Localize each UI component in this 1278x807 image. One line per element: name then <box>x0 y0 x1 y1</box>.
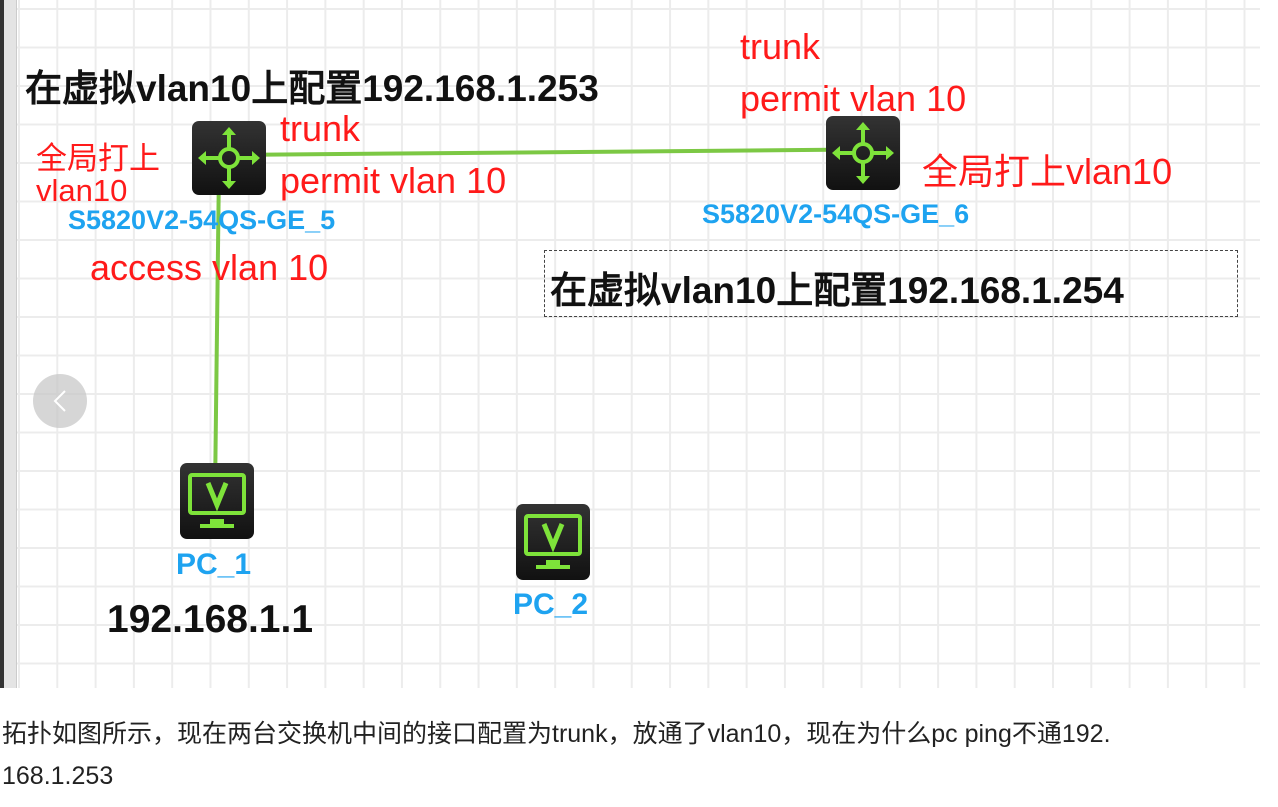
previous-button[interactable] <box>33 374 87 428</box>
annotation-sw6-trunk-2: permit vlan 10 <box>740 78 967 119</box>
pc-icon <box>524 514 582 569</box>
annotation-sw5-vlanif: 在虚拟vlan10上配置192.168.1.253 <box>25 68 599 109</box>
annotation-sw5-trunk-1: trunk <box>280 108 361 149</box>
question-text-line1: 拓扑如图所示，现在两台交换机中间的接口配置为trunk，放通了vlan10，现在… <box>2 720 1111 748</box>
switch-sw6[interactable] <box>826 116 900 190</box>
switch-icon <box>832 122 894 184</box>
switch-sw5[interactable] <box>192 121 266 195</box>
device-label-sw5: S5820V2-54QS-GE_5 <box>68 205 336 235</box>
topology-canvas[interactable] <box>0 0 1260 688</box>
left-scroll-strip <box>4 0 17 688</box>
left-border <box>0 0 4 688</box>
chevron-left-icon <box>53 390 66 412</box>
annotation-sw5-global-2: vlan10 <box>36 173 128 208</box>
question-text-line2: 168.1.253 <box>2 762 114 790</box>
device-label-pc2: PC_2 <box>513 588 589 621</box>
annotation-box-sw6 <box>544 250 1238 317</box>
annotation-sw6-vlanif: 在虚拟vlan10上配置192.168.1.254 <box>550 270 1124 311</box>
annotation-sw6-global: 全局打上vlan10 <box>922 151 1173 192</box>
annotation-pc1-ip: 192.168.1.1 <box>107 598 314 641</box>
pc-icon <box>188 473 246 528</box>
pc-pc1[interactable] <box>180 463 254 539</box>
annotation-sw5-global-1: 全局打上 <box>36 141 160 176</box>
device-label-sw6: S5820V2-54QS-GE_6 <box>702 199 970 229</box>
annotation-access: access vlan 10 <box>90 247 329 288</box>
pc-pc2[interactable] <box>516 504 590 580</box>
switch-icon <box>198 127 260 189</box>
annotation-sw6-trunk-1: trunk <box>740 26 821 67</box>
annotation-sw5-trunk-2: permit vlan 10 <box>280 160 507 201</box>
device-label-pc1: PC_1 <box>176 548 252 581</box>
